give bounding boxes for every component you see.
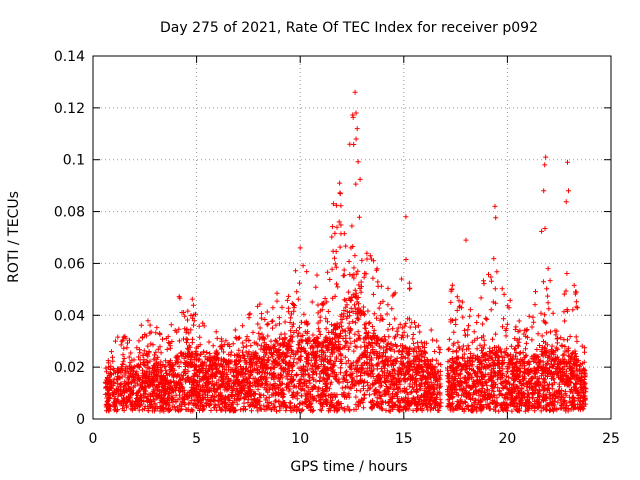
- y-tick-label: 0.06: [54, 256, 85, 272]
- y-tick-label: 0.1: [63, 153, 85, 169]
- x-tick-labels: 0 5 10 15 20 25: [89, 431, 620, 447]
- x-tick-label: 20: [498, 431, 516, 447]
- x-tick-label: 0: [89, 431, 98, 447]
- grid: [93, 56, 611, 419]
- y-axis-label: ROTI / TECUs: [6, 191, 22, 283]
- y-tick-label: 0.08: [54, 205, 85, 221]
- y-tick-labels: 0 0.02 0.04 0.06 0.08 0.1 0.12 0.14: [54, 49, 85, 428]
- scatter-markers: [102, 89, 589, 414]
- x-tick-label: 10: [291, 431, 309, 447]
- x-tick-label: 15: [395, 431, 413, 447]
- y-tick-label: 0.02: [54, 360, 85, 376]
- data-points: [102, 89, 589, 414]
- x-tick-label: 25: [602, 431, 620, 447]
- plot-frame: [92, 55, 612, 420]
- axis-ticks: [92, 55, 612, 420]
- chart-title: Day 275 of 2021, Rate Of TEC Index for r…: [160, 20, 538, 36]
- x-tick-label: 5: [192, 431, 201, 447]
- y-tick-label: 0.04: [54, 308, 85, 324]
- y-tick-label: 0.14: [54, 49, 85, 65]
- y-tick-label: 0: [76, 412, 85, 428]
- x-axis-label: GPS time / hours: [290, 459, 407, 475]
- y-tick-label: 0.12: [54, 101, 85, 117]
